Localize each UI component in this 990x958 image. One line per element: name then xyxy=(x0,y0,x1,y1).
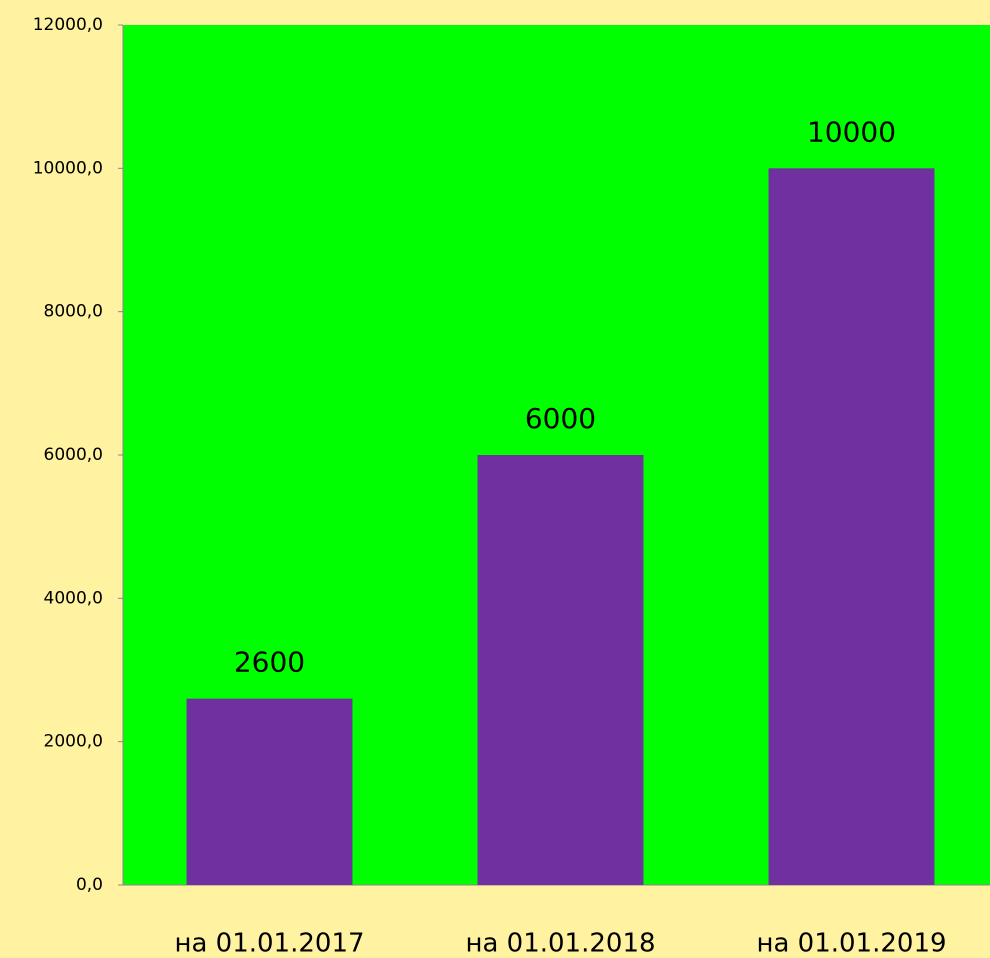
data-label: 6000 xyxy=(525,402,596,435)
bar xyxy=(186,698,353,885)
y-tick-label: 12000,0 xyxy=(33,15,103,35)
data-label: 2600 xyxy=(234,646,305,679)
bar xyxy=(768,168,935,886)
x-tick-label: на 01.01.2019 xyxy=(756,929,946,958)
bar xyxy=(477,455,644,885)
y-tick-label: 4000,0 xyxy=(44,588,103,608)
y-tick-label: 6000,0 xyxy=(44,445,103,465)
x-tick-label: на 01.01.2018 xyxy=(465,929,655,958)
y-tick-label: 2000,0 xyxy=(44,732,103,752)
y-tick-label: 8000,0 xyxy=(44,302,103,322)
y-tick-label: 10000,0 xyxy=(33,158,103,178)
y-tick-label: 0,0 xyxy=(76,875,103,895)
data-label: 10000 xyxy=(807,115,896,148)
x-tick-label: на 01.01.2017 xyxy=(174,929,364,958)
